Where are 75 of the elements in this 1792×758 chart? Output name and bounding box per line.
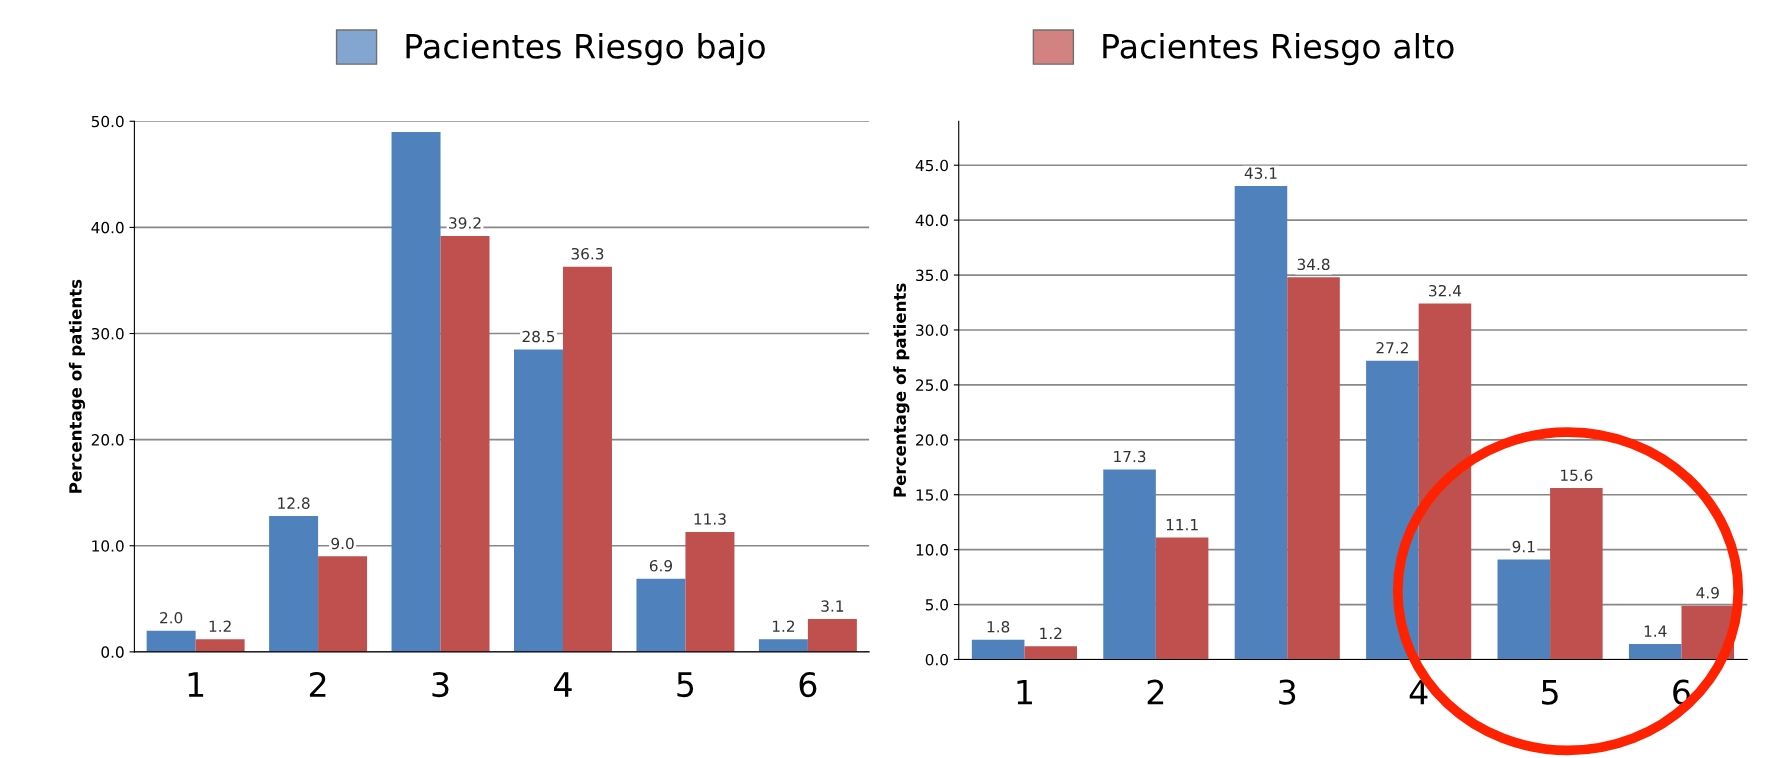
bar	[1628, 644, 1682, 660]
x-tick-label: 4	[1409, 679, 1428, 705]
y-axis-title: Percentage of patients	[68, 279, 86, 493]
bar	[636, 578, 686, 652]
y-tick-label: 10.0	[916, 544, 948, 556]
data-label: 11.1	[1166, 519, 1198, 531]
bar	[971, 639, 1025, 660]
bar	[758, 639, 808, 652]
data-label: 27.2	[1376, 342, 1408, 354]
bar	[1155, 537, 1209, 660]
bar	[1550, 488, 1603, 660]
x-tick-label: 2	[1147, 679, 1164, 705]
data-label: 9.0	[331, 537, 354, 550]
x-tick-label: 1	[188, 672, 204, 697]
legend-label: Pacientes Riesgo bajo	[406, 33, 765, 66]
data-label: 1.8	[987, 621, 1010, 633]
data-label: 17.3	[1114, 450, 1146, 463]
data-label: 9.1	[1512, 540, 1535, 553]
bar	[1024, 646, 1077, 660]
bar	[1287, 277, 1340, 660]
y-tick-label: 40.0	[915, 214, 948, 227]
bar	[1103, 469, 1156, 660]
bar	[1366, 360, 1419, 660]
x-tick-label: 5	[677, 672, 694, 698]
data-label: 11.3	[694, 513, 726, 525]
y-axis-title: Percentage of patients	[893, 283, 910, 497]
x-tick-label: 3	[432, 671, 449, 698]
y-tick-label: 20.0	[916, 434, 948, 446]
y-tick-label: 30.0	[91, 327, 124, 340]
data-label: 2.0	[160, 611, 183, 624]
y-tick-label: 35.0	[916, 269, 948, 282]
y-tick-label: 45.0	[915, 159, 948, 172]
data-label: 1.2	[209, 620, 231, 632]
data-label: 1.2	[772, 620, 795, 632]
y-tick-label: 0.0	[925, 653, 948, 666]
y-tick-label: 15.0	[916, 489, 948, 501]
bar	[440, 235, 490, 652]
y-tick-label: 0.0	[101, 646, 124, 658]
data-label: 32.4	[1429, 284, 1462, 297]
data-label: 12.8	[278, 497, 310, 509]
bar	[391, 131, 441, 652]
y-tick-label: 5.0	[925, 599, 948, 611]
data-label: 1.2	[1040, 627, 1062, 639]
data-label: 3.1	[821, 600, 844, 612]
y-tick-label: 25.0	[916, 379, 948, 391]
x-tick-label: 1	[1017, 679, 1032, 705]
bar	[1497, 559, 1551, 660]
data-label: 15.6	[1561, 469, 1593, 481]
bar	[195, 639, 245, 652]
bar	[514, 349, 563, 652]
bar	[562, 266, 612, 652]
data-label: 34.8	[1297, 258, 1330, 271]
data-label: 28.5	[522, 330, 555, 343]
data-label: 4.9	[1696, 586, 1719, 599]
y-tick-label: 20.0	[91, 434, 124, 446]
data-label: 6.9	[649, 559, 673, 572]
x-tick-label: 4	[554, 672, 572, 697]
bar	[269, 516, 319, 652]
x-tick-label: 2	[309, 671, 326, 697]
y-tick-label: 30.0	[916, 324, 948, 336]
data-label: 36.3	[571, 247, 604, 260]
data-label: 43.1	[1244, 167, 1277, 179]
bar	[1418, 303, 1472, 660]
bar	[318, 556, 368, 652]
legend-label: Pacientes Riesgo alto	[1103, 33, 1454, 66]
x-tick-label: 5	[1542, 679, 1558, 705]
bar	[1234, 186, 1288, 660]
x-tick-label: 6	[799, 671, 817, 698]
data-label: 39.2	[449, 217, 481, 229]
y-tick-label: 40.0	[91, 221, 124, 234]
data-label: 1.4	[1644, 625, 1667, 637]
bar	[146, 630, 196, 652]
x-tick-label: 3	[1279, 679, 1296, 705]
y-tick-label: 50.0	[91, 115, 124, 128]
y-tick-label: 10.0	[92, 540, 124, 552]
